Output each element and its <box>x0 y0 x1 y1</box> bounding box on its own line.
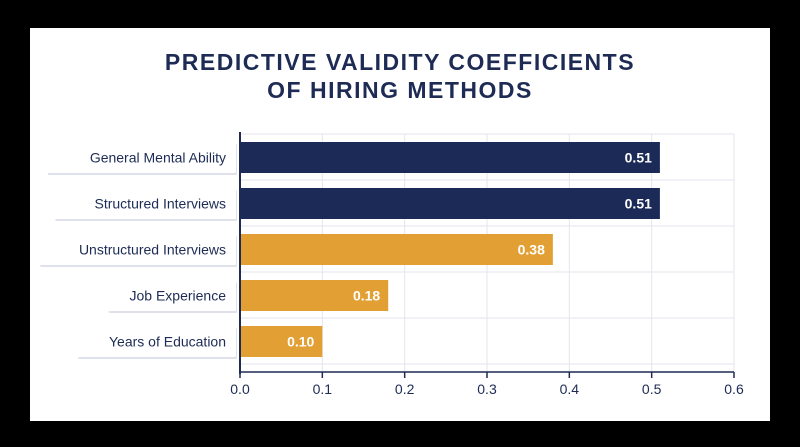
category-label-box <box>39 234 237 265</box>
bar-value-label: 0.10 <box>287 334 314 350</box>
bar-value-label: 0.51 <box>625 196 652 212</box>
x-tick-label: 0.0 <box>230 381 250 397</box>
x-tick-label: 0.5 <box>642 381 662 397</box>
chart-title: PREDICTIVE VALIDITY COEFFICIENTS OF HIRI… <box>30 48 770 104</box>
x-tick-label: 0.2 <box>395 381 415 397</box>
x-tick-label: 0.6 <box>724 381 744 397</box>
category-label-box <box>54 188 237 219</box>
bar-value-label: 0.18 <box>353 288 380 304</box>
category-label: Job Experience <box>129 288 226 304</box>
category-label-box <box>46 142 236 173</box>
x-tick-label: 0.1 <box>313 381 333 397</box>
x-tick-label: 0.3 <box>477 381 497 397</box>
chart-title-line-1: PREDICTIVE VALIDITY COEFFICIENTS <box>164 49 636 75</box>
category-label-box <box>107 280 236 311</box>
category-label-box <box>77 326 236 357</box>
bar <box>240 326 323 357</box>
x-tick-label: 0.4 <box>560 381 580 397</box>
bar-value-label: 0.38 <box>518 242 545 258</box>
bar <box>240 280 389 311</box>
chart-title-line-2: OF HIRING METHODS <box>267 77 533 103</box>
chart-card: PREDICTIVE VALIDITY COEFFICIENTS OF HIRI… <box>30 28 770 421</box>
bar <box>240 142 660 173</box>
category-label: Unstructured Interviews <box>79 242 226 258</box>
bar <box>240 188 660 219</box>
bar-chart: 0.51 General Mental Ability 0.51 Structured… <box>39 132 744 397</box>
bar-value-label: 0.51 <box>625 150 652 166</box>
bar <box>240 234 553 265</box>
category-label: General Mental Ability <box>90 150 226 166</box>
category-label: Years of Education <box>109 334 226 350</box>
category-label: Structured Interviews <box>95 196 227 212</box>
